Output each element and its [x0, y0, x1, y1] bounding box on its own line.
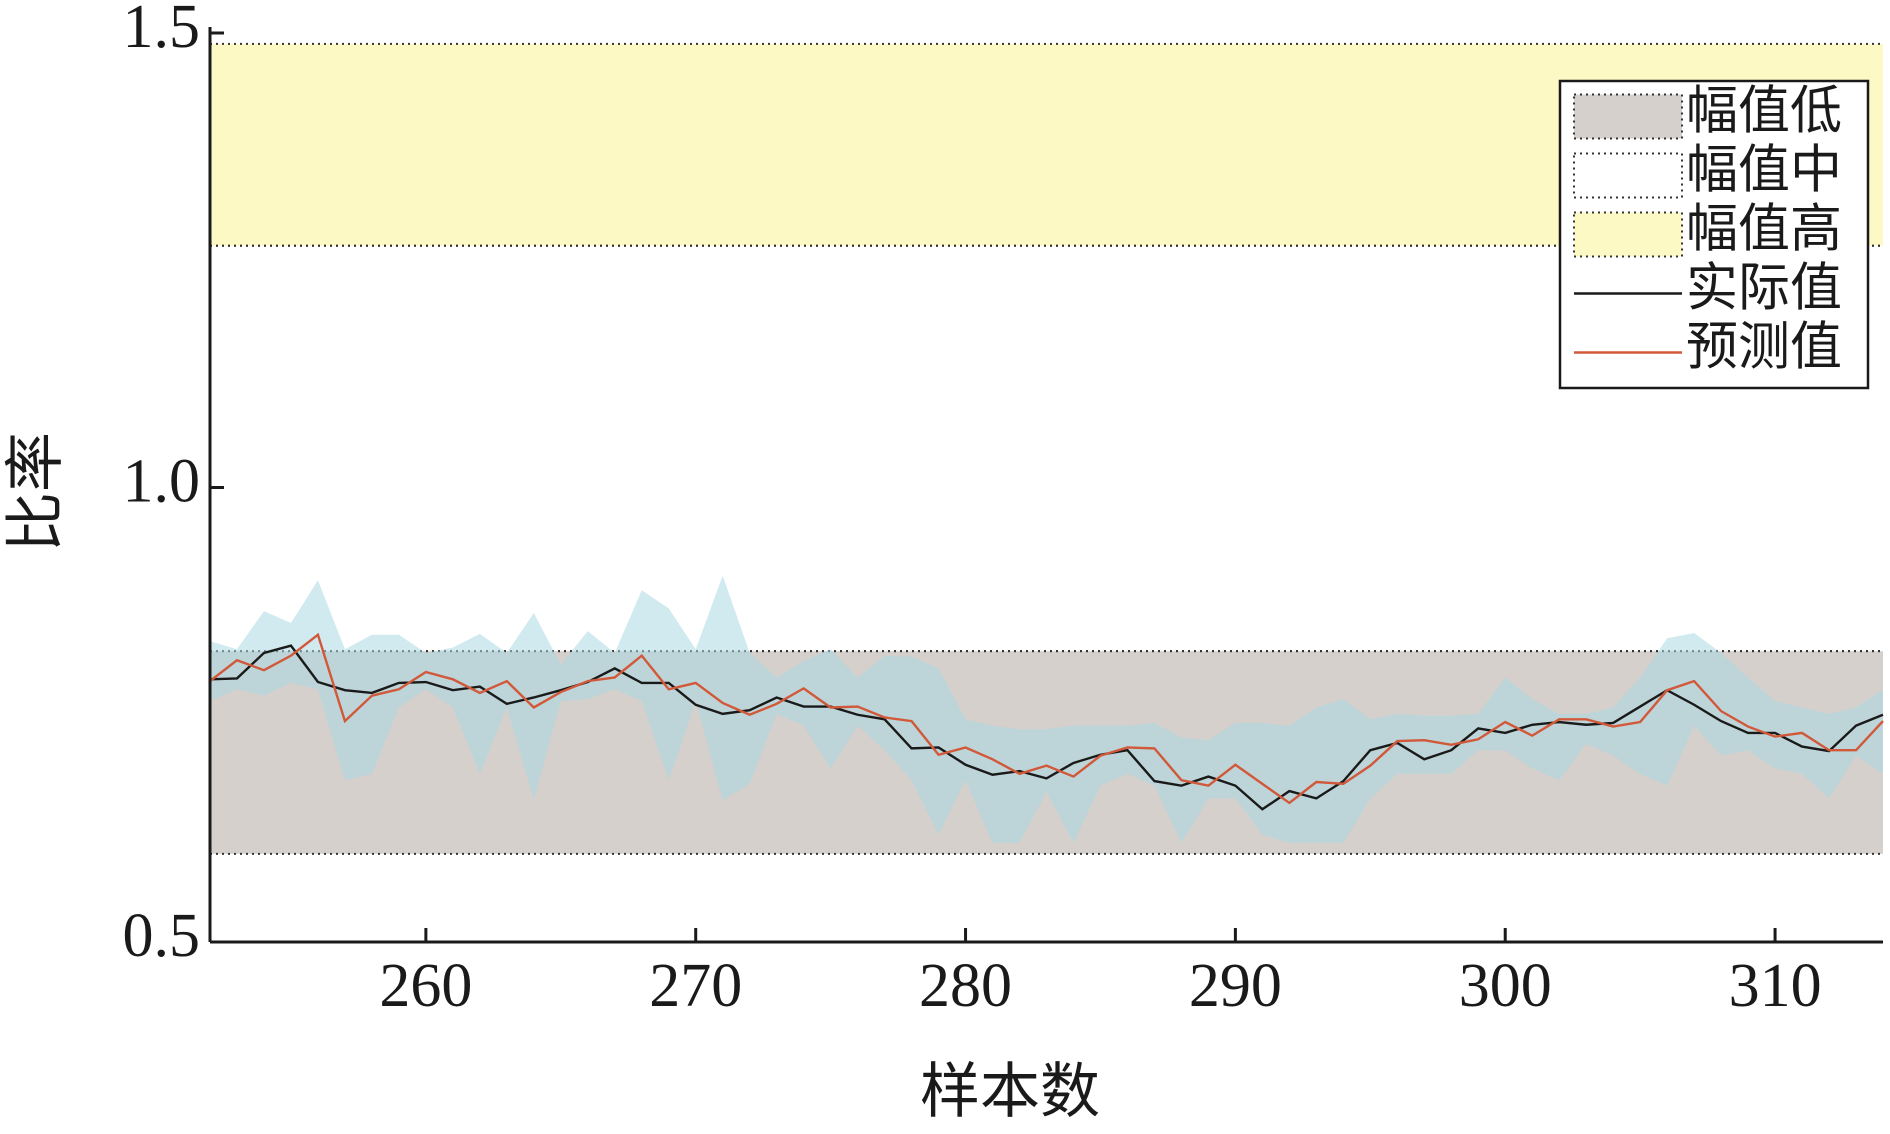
y-tick-label: 1.0: [123, 448, 201, 516]
legend-label: 实际值: [1686, 260, 1842, 317]
x-tick-label: 280: [919, 952, 1012, 1020]
series-line: [209, 632, 1884, 805]
y-tick-label: 1.5: [123, 0, 201, 61]
x-tick-label: 290: [1189, 952, 1282, 1020]
legend-swatch: [1573, 93, 1683, 140]
y-axis-title: 比率: [3, 432, 69, 552]
legend-label: 预测值: [1686, 319, 1842, 376]
legend-swatch: [1573, 152, 1683, 199]
x-axis-title: 样本数: [920, 1059, 1100, 1125]
x-tick-label: 300: [1459, 952, 1552, 1020]
x-tick-label: 260: [379, 952, 472, 1020]
y-tick-label: 0.5: [123, 902, 201, 970]
prediction-interval: [210, 575, 1883, 843]
legend-label: 幅值高: [1686, 201, 1842, 258]
x-tick-label: 270: [649, 952, 742, 1020]
legend-swatch: [1573, 211, 1683, 258]
x-tick-label: 310: [1729, 952, 1822, 1020]
legend-label: 幅值中: [1686, 142, 1842, 199]
legend-label: 幅值低: [1686, 83, 1842, 140]
